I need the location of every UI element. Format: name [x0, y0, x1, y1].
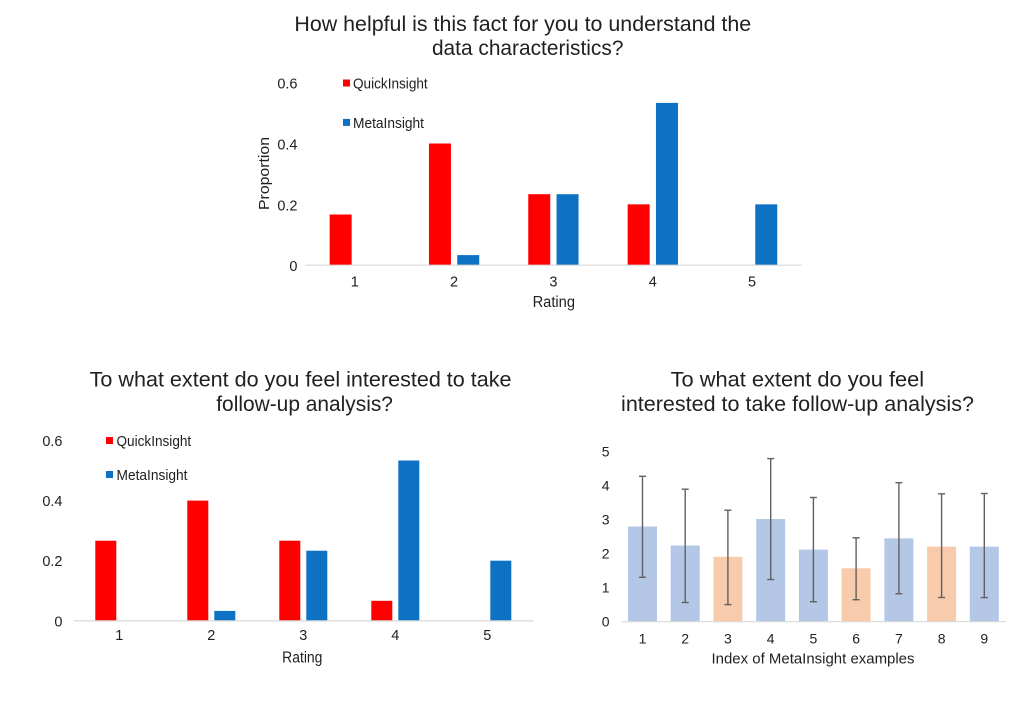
svg-text:8: 8 — [938, 630, 946, 646]
svg-text:7: 7 — [895, 630, 903, 646]
svg-text:0.4: 0.4 — [277, 138, 297, 154]
svg-text:2: 2 — [602, 546, 610, 562]
svg-text:3: 3 — [724, 630, 732, 646]
svg-text:To what extent do you feel int: To what extent do you feel interested to… — [90, 368, 512, 392]
svg-text:0.6: 0.6 — [277, 77, 297, 93]
svg-text:3: 3 — [602, 512, 610, 528]
svg-text:5: 5 — [483, 628, 491, 644]
svg-text:0.2: 0.2 — [42, 554, 62, 570]
svg-text:QuickInsight: QuickInsight — [117, 433, 192, 450]
svg-text:5: 5 — [748, 274, 756, 290]
svg-text:3: 3 — [299, 628, 307, 644]
svg-text:data characteristics?: data characteristics? — [432, 36, 624, 60]
svg-text:3: 3 — [549, 274, 557, 290]
svg-text:interested to take follow-up a: interested to take follow-up analysis? — [621, 392, 974, 416]
svg-text:5: 5 — [602, 444, 610, 460]
svg-text:follow-up analysis?: follow-up analysis? — [216, 392, 393, 416]
svg-text:5: 5 — [810, 630, 818, 646]
svg-text:Rating: Rating — [533, 294, 575, 311]
svg-text:To what extent do you feel: To what extent do you feel — [671, 368, 925, 392]
svg-text:0.6: 0.6 — [42, 434, 62, 450]
svg-text:9: 9 — [980, 630, 988, 646]
svg-text:0: 0 — [602, 614, 610, 630]
svg-text:2: 2 — [681, 630, 689, 646]
svg-text:1: 1 — [115, 628, 123, 644]
svg-text:6: 6 — [852, 630, 860, 646]
svg-text:4: 4 — [602, 478, 610, 494]
svg-text:QuickInsight: QuickInsight — [353, 75, 428, 92]
svg-text:MetaInsight: MetaInsight — [353, 115, 425, 132]
svg-text:0: 0 — [54, 614, 62, 630]
svg-text:Index of MetaInsight examples: Index of MetaInsight examples — [712, 650, 915, 667]
svg-text:How helpful is this fact for y: How helpful is this fact for you to unde… — [294, 12, 751, 36]
svg-text:0: 0 — [289, 259, 297, 275]
svg-text:1: 1 — [602, 580, 610, 596]
svg-text:4: 4 — [391, 628, 399, 644]
svg-text:2: 2 — [450, 274, 458, 290]
svg-text:Rating: Rating — [282, 650, 322, 667]
svg-text:0.4: 0.4 — [42, 494, 62, 510]
svg-text:4: 4 — [649, 274, 657, 290]
svg-text:4: 4 — [767, 630, 775, 646]
svg-text:1: 1 — [351, 274, 359, 290]
svg-text:0.2: 0.2 — [277, 198, 297, 214]
svg-text:1: 1 — [639, 630, 647, 646]
svg-text:MetaInsight: MetaInsight — [117, 467, 189, 484]
svg-text:Proportion: Proportion — [256, 137, 273, 210]
svg-text:2: 2 — [207, 628, 215, 644]
